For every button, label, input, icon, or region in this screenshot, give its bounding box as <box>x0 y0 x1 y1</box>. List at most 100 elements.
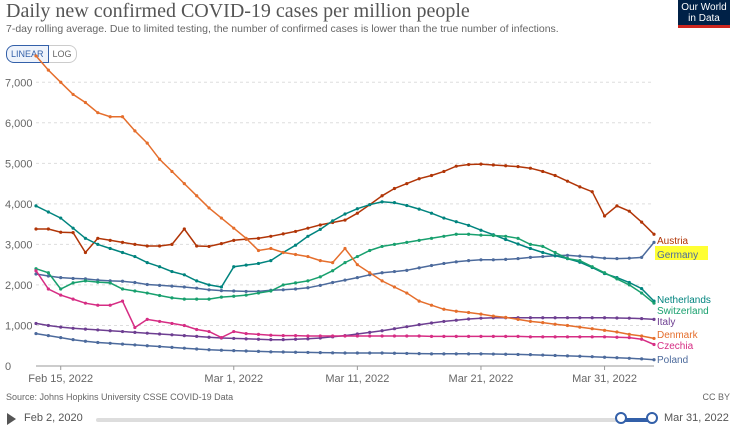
data-point <box>133 325 137 330</box>
data-point <box>331 261 335 265</box>
data-point <box>96 340 100 345</box>
data-point <box>158 157 162 161</box>
data-point <box>256 236 261 240</box>
data-point <box>293 243 298 247</box>
timeline-end-handle[interactable] <box>646 412 658 424</box>
data-point <box>590 327 594 331</box>
data-point <box>565 335 570 339</box>
data-point <box>219 289 223 293</box>
data-point <box>541 316 545 320</box>
source-note[interactable]: Source: Johns Hopkins University CSSE CO… <box>6 392 234 402</box>
data-point <box>392 269 397 274</box>
data-point <box>652 342 656 347</box>
data-point <box>640 337 644 341</box>
data-point <box>269 246 273 251</box>
data-point <box>429 352 434 356</box>
data-point <box>331 334 335 338</box>
data-point <box>59 276 63 280</box>
data-point <box>120 115 125 119</box>
data-point <box>306 226 310 230</box>
data-point <box>195 347 199 351</box>
data-point <box>46 287 50 291</box>
data-point <box>120 250 125 255</box>
data-point <box>195 286 199 290</box>
timeline-start-label: Feb 2, 2020 <box>24 412 83 424</box>
data-point <box>108 341 112 345</box>
timeline-track[interactable] <box>96 418 652 422</box>
data-point <box>232 336 236 341</box>
data-point <box>281 338 285 342</box>
legend-label-poland: Poland <box>657 355 688 366</box>
data-point <box>368 248 372 253</box>
play-icon[interactable] <box>7 413 16 425</box>
data-point <box>516 317 520 321</box>
data-point <box>417 334 421 338</box>
data-point <box>59 336 63 340</box>
data-point <box>454 318 458 322</box>
tab-log[interactable]: LOG <box>48 45 77 63</box>
data-point <box>256 261 261 266</box>
timeline-start-handle[interactable] <box>615 412 627 424</box>
data-point <box>467 162 471 167</box>
data-point <box>467 259 471 263</box>
data-point <box>244 293 248 297</box>
data-point <box>541 321 545 325</box>
y-tick-label: 1,000 <box>5 320 33 332</box>
data-point <box>133 129 137 133</box>
data-point <box>368 271 372 275</box>
data-point <box>59 80 63 84</box>
data-point <box>602 335 607 339</box>
data-point <box>504 334 508 339</box>
data-point <box>590 255 594 259</box>
data-point <box>331 219 335 223</box>
data-point <box>640 220 644 224</box>
logo-accent-bar <box>678 25 730 28</box>
data-point <box>133 280 137 285</box>
data-point <box>491 258 495 262</box>
data-point <box>207 288 211 292</box>
data-point <box>133 343 137 347</box>
logo-line-2: in Data <box>688 13 720 24</box>
data-point <box>34 331 38 336</box>
data-point <box>219 285 223 289</box>
data-point <box>145 141 149 145</box>
y-tick-label: 7,000 <box>5 77 33 89</box>
chart-subtitle: 7-day rolling average. Due to limited te… <box>6 23 559 35</box>
data-point <box>528 316 533 320</box>
data-point <box>652 358 656 362</box>
data-point <box>553 250 557 255</box>
owid-logo[interactable]: Our World in Data <box>678 0 730 28</box>
data-point <box>145 331 149 335</box>
data-point <box>108 238 112 242</box>
data-point <box>269 338 273 342</box>
data-point <box>479 258 483 262</box>
data-point <box>207 329 211 334</box>
license-label[interactable]: CC BY <box>702 392 730 402</box>
data-point <box>454 260 458 264</box>
data-point <box>380 194 384 198</box>
data-point <box>318 259 322 263</box>
data-point <box>405 268 409 272</box>
data-point <box>244 263 248 267</box>
x-tick-label: Feb 15, 2022 <box>28 373 93 385</box>
data-point <box>207 297 211 301</box>
data-point <box>355 263 359 267</box>
data-point <box>219 295 223 299</box>
data-point <box>454 232 458 236</box>
data-point <box>195 334 199 339</box>
data-point <box>541 254 545 259</box>
data-point <box>516 352 520 357</box>
data-point <box>615 356 619 360</box>
data-point <box>405 325 409 329</box>
data-point <box>71 276 75 281</box>
data-point <box>244 331 248 336</box>
data-point <box>133 289 137 293</box>
data-point <box>627 336 631 340</box>
data-point <box>429 236 434 240</box>
data-point <box>565 256 570 261</box>
data-point <box>293 334 298 338</box>
data-point <box>256 337 261 341</box>
data-point <box>219 348 223 352</box>
data-point <box>232 265 236 269</box>
data-point <box>368 351 372 355</box>
